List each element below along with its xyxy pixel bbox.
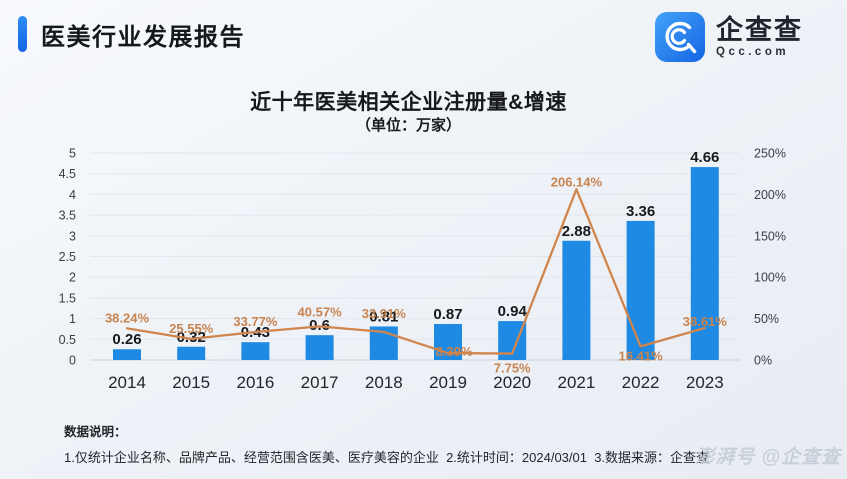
svg-text:38.61%: 38.61% [683, 314, 728, 329]
svg-text:4.5: 4.5 [59, 167, 76, 181]
svg-text:8.39%: 8.39% [436, 344, 473, 359]
svg-text:100%: 100% [754, 271, 786, 285]
svg-text:7.75%: 7.75% [494, 361, 531, 376]
chart-area: 0 0.5 1 1.5 2 2.5 3 3.5 4 4.5 5 0% 50% 100% 150% 200% 25… [14, 136, 834, 408]
svg-text:16.41%: 16.41% [619, 348, 664, 363]
svg-text:2: 2 [69, 271, 76, 285]
brand-logo: 企查查 Qcc.com [654, 11, 803, 63]
svg-text:2021: 2021 [557, 373, 595, 392]
svg-text:3.36: 3.36 [626, 203, 655, 220]
report-header: 医美行业发展报告 [18, 16, 245, 52]
svg-text:2022: 2022 [622, 373, 660, 392]
svg-text:2020: 2020 [493, 373, 531, 392]
svg-text:206.14%: 206.14% [551, 174, 603, 189]
svg-text:3: 3 [69, 229, 76, 243]
report-title: 医美行业发展报告 [41, 23, 245, 51]
svg-text:0.32: 0.32 [177, 329, 206, 346]
svg-text:0.87: 0.87 [433, 306, 462, 323]
watermark: 澎湃号 @企查查 [695, 447, 841, 468]
svg-text:3.5: 3.5 [59, 209, 76, 223]
svg-text:2.5: 2.5 [59, 250, 76, 264]
svg-text:33.91%: 33.91% [362, 306, 407, 321]
svg-text:2023: 2023 [686, 373, 724, 392]
footnote-label: 数据说明： [64, 425, 127, 439]
svg-text:0.5: 0.5 [59, 333, 76, 347]
svg-text:5: 5 [69, 147, 76, 161]
svg-text:2016: 2016 [236, 373, 274, 392]
svg-text:50%: 50% [754, 312, 779, 326]
svg-text:0: 0 [69, 354, 76, 368]
svg-text:0.26: 0.26 [112, 331, 141, 348]
svg-text:25.55%: 25.55% [169, 321, 214, 336]
svg-text:200%: 200% [754, 188, 786, 202]
svg-text:1.5: 1.5 [59, 291, 76, 305]
svg-text:0.81: 0.81 [369, 308, 398, 325]
svg-text:2018: 2018 [365, 373, 403, 392]
svg-text:0.94: 0.94 [498, 303, 528, 320]
svg-text:0%: 0% [754, 354, 772, 368]
chart-svg: 00.511.522.533.544.550%50%100%150%200%25… [59, 147, 786, 393]
svg-text:4: 4 [69, 188, 76, 202]
svg-text:2017: 2017 [301, 373, 339, 392]
svg-text:38.24%: 38.24% [105, 310, 150, 325]
svg-text:2.88: 2.88 [562, 223, 591, 240]
chart-title: 近十年医美相关企业注册量&增速 [250, 91, 567, 114]
svg-text:1: 1 [69, 312, 76, 326]
chart-subtitle: （单位：万家） [355, 117, 461, 134]
brand-domain: Qcc.com [716, 46, 790, 59]
svg-text:150%: 150% [754, 229, 786, 243]
footnote-text: 1.仅统计企业名称、品牌产品、经营范围含医美、医疗美容的企业 2.统计时间：20… [64, 450, 710, 465]
svg-text:2019: 2019 [429, 373, 467, 392]
svg-text:4.66: 4.66 [690, 149, 719, 166]
accent-bar [18, 16, 27, 52]
svg-text:33.77%: 33.77% [233, 314, 278, 329]
svg-text:250%: 250% [754, 147, 786, 161]
svg-text:40.57%: 40.57% [298, 304, 343, 319]
brand-name: 企查查 [716, 14, 803, 45]
svg-text:2014: 2014 [108, 373, 146, 392]
brand-text: 企查查 Qcc.com [716, 14, 803, 59]
qcc-logo-icon [655, 12, 705, 62]
svg-text:2015: 2015 [172, 373, 210, 392]
